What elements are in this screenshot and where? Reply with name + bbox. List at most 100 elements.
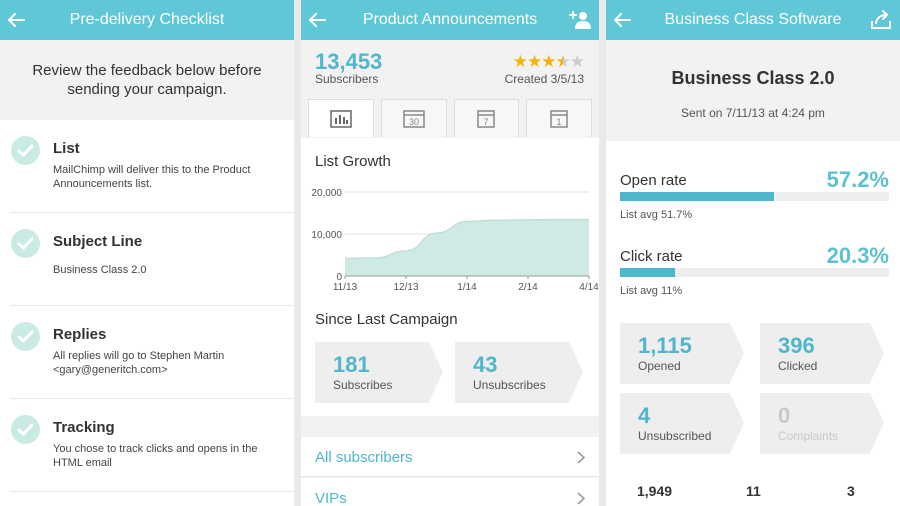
list-item-label: VIPs — [315, 490, 347, 506]
star-full-icon: ★ — [527, 52, 542, 71]
tab-7-days[interactable]: 7 — [453, 99, 520, 137]
complaints-label: Complaints — [778, 429, 839, 443]
check-icon — [11, 415, 40, 444]
checklist-panel: Pre-delivery Checklist Review the feedba… — [0, 0, 294, 506]
list-header: Product Announcements — [301, 0, 599, 40]
calendar-day-label: 1 — [557, 117, 562, 127]
list-item-label: All subscribers — [315, 449, 413, 466]
calendar-day-label: 30 — [409, 117, 419, 127]
back-arrow-icon[interactable] — [306, 9, 328, 31]
star-empty-icon: ★ — [569, 52, 585, 71]
back-arrow-icon[interactable] — [5, 9, 27, 31]
campaign-summary: Business Class 2.0 Sent on 7/11/13 at 4:… — [606, 40, 900, 141]
checklist-item-list[interactable]: List MailChimp will deliver this to the … — [10, 120, 294, 213]
page-title: Business Class Software — [664, 11, 842, 28]
rating-stars: ★★★★★ — [512, 52, 585, 72]
checklist-item-replies[interactable]: Replies All replies will go to Stephen M… — [10, 306, 294, 399]
checklist-item-tracking[interactable]: Tracking You chose to track clicks and o… — [10, 399, 294, 492]
open-rate-bar — [620, 192, 889, 201]
subscriber-count: 13,453 — [315, 49, 383, 74]
checklist-item-desc: MailChimp will deliver this to the Produ… — [53, 164, 251, 190]
list-panel: Product Announcements 13,453 Subscribers… — [301, 0, 599, 506]
x-tick-label: 11/13 — [333, 282, 358, 293]
x-tick-label: 1/14 — [457, 282, 477, 293]
complaints-badge[interactable]: 0 Complaints — [760, 393, 884, 454]
add-subscriber-icon[interactable] — [567, 8, 593, 32]
calendar-icon: 7 — [477, 109, 496, 128]
subscribes-badge: 181 Subscribes — [315, 342, 443, 403]
growth-line — [344, 218, 590, 259]
campaign-panel: Business Class Software Business Class 2… — [606, 0, 900, 506]
y-tick-label: 20,000 — [311, 188, 342, 199]
x-tick-label: 4/14 — [579, 282, 599, 293]
opened-label: Opened — [638, 359, 681, 373]
list-item-all-subscribers[interactable]: All subscribers — [301, 437, 599, 477]
calendar-icon: 30 — [402, 109, 425, 128]
since-last-campaign-title: Since Last Campaign — [315, 311, 458, 328]
panel-divider — [599, 0, 606, 506]
star-full-icon: ★ — [541, 52, 556, 71]
click-rate-value: 20.3% — [826, 243, 889, 268]
unsubscribed-count: 4 — [638, 403, 651, 428]
clicked-count: 396 — [778, 333, 815, 358]
open-rate-value: 57.2% — [826, 167, 889, 192]
list-summary: 13,453 Subscribers ★★★★★ Created 3/5/13 … — [301, 40, 599, 138]
subscribes-count: 181 — [333, 352, 370, 377]
list-growth-chart: 0 10,000 20,000 11/13 12/13 1/14 2/14 4/14 — [311, 188, 599, 293]
click-rate-label: Click rate — [620, 248, 683, 265]
checklist-item-title: Replies — [53, 326, 107, 343]
check-icon — [11, 136, 40, 165]
click-rate-bar — [620, 268, 889, 277]
checklist-header: Pre-delivery Checklist — [0, 0, 294, 40]
stat-count: 3 — [847, 483, 855, 499]
star-full-icon: ★ — [512, 52, 528, 71]
subscribes-label: Subscribes — [333, 378, 393, 392]
bar-chart-icon — [330, 109, 352, 128]
share-icon[interactable] — [868, 8, 894, 32]
calendar-day-label: 7 — [484, 117, 489, 127]
chevron-right-icon — [577, 492, 585, 505]
click-rate-fill — [620, 268, 675, 277]
panel-divider — [294, 0, 301, 506]
open-rate-label: Open rate — [620, 172, 687, 189]
checklist-item-title: Subject Line — [53, 233, 143, 250]
clicked-badge[interactable]: 396 Clicked — [760, 323, 884, 384]
checklist-item-subject[interactable]: Subject Line Business Class 2.0 — [10, 213, 294, 306]
click-rate-avg: List avg 11% — [620, 285, 683, 297]
check-icon — [11, 229, 40, 258]
unsubscribes-label: Unsubscribes — [473, 378, 546, 392]
list-item-vips[interactable]: VIPs — [301, 478, 599, 506]
unsubscribes-count: 43 — [473, 352, 498, 377]
segment-list: All subscribers VIPs — [301, 416, 599, 506]
sent-date: Sent on 7/11/13 at 4:24 pm — [681, 106, 825, 120]
back-arrow-icon[interactable] — [611, 9, 633, 31]
unsubscribes-badge: 43 Unsubscribes — [455, 342, 583, 403]
check-icon — [11, 322, 40, 351]
opened-count: 1,115 — [638, 333, 692, 358]
list-growth-title: List Growth — [315, 153, 391, 170]
checklist-item-desc: All replies will go to Stephen Martin <g… — [53, 350, 225, 376]
y-tick-label: 10,000 — [311, 230, 342, 241]
x-tick-label: 12/13 — [393, 282, 418, 293]
tab-overview[interactable] — [308, 99, 374, 137]
chevron-right-icon — [577, 451, 585, 464]
clicked-label: Clicked — [778, 359, 818, 373]
tab-30-days[interactable]: 30 — [380, 99, 447, 137]
subscriber-label: Subscribers — [315, 72, 379, 86]
tab-1-day[interactable]: 1 — [526, 99, 592, 137]
unsubscribed-label: Unsubscribed — [638, 429, 712, 443]
checklist-intro: Review the feedback below before sending… — [0, 40, 294, 120]
checklist-item-title: List — [53, 140, 80, 157]
page-title: Pre-delivery Checklist — [69, 11, 225, 28]
created-date: Created 3/5/13 — [504, 72, 584, 86]
page-title: Product Announcements — [362, 11, 538, 28]
opened-badge[interactable]: 1,115 Opened — [620, 323, 744, 384]
checklist-item-title: Tracking — [53, 419, 115, 436]
bounced-count: 11 — [746, 483, 761, 499]
open-rate-avg: List avg 51.7% — [620, 209, 693, 221]
open-rate-fill — [620, 192, 774, 201]
campaign-name: Business Class 2.0 — [671, 68, 835, 88]
unsubscribed-badge[interactable]: 4 Unsubscribed — [620, 393, 744, 454]
star-half-icon: ★ — [555, 52, 571, 71]
checklist-item-desc: Business Class 2.0 — [53, 264, 147, 276]
